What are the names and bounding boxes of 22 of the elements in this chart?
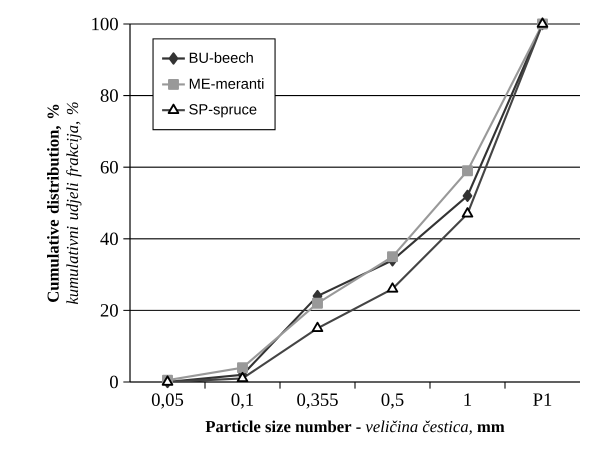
y-tick-label: 100 xyxy=(92,18,118,30)
y-tick-label: 80 xyxy=(100,89,118,102)
x-axis-title: Particle size number - veličina čestica, mm xyxy=(206,420,504,435)
legend-label: SP-spruce xyxy=(189,104,256,118)
x-tick-label: 1 xyxy=(464,393,472,406)
y-tick-label: 40 xyxy=(100,232,118,246)
x-tick-label: 0,355 xyxy=(297,393,338,409)
legend-label: BU-beech xyxy=(190,52,253,63)
x-tick-label: 0,1 xyxy=(232,393,254,409)
x-tick-label: 0,5 xyxy=(382,393,404,409)
point xyxy=(237,362,248,374)
y-tick-label: 0 xyxy=(110,376,118,388)
y-tick-label: 20 xyxy=(100,304,118,317)
x-tick-label: P1 xyxy=(533,393,552,406)
legend-label: ME-meranti xyxy=(190,78,264,89)
point xyxy=(462,190,472,202)
y-tick-label: 60 xyxy=(100,160,118,174)
y-axis-title: Cumulative distribution, % kumulativni udjeli frakcija, % xyxy=(47,102,82,304)
x-tick-label: 0,05 xyxy=(152,393,184,409)
point xyxy=(312,298,323,309)
point xyxy=(462,165,473,176)
point xyxy=(387,251,398,262)
